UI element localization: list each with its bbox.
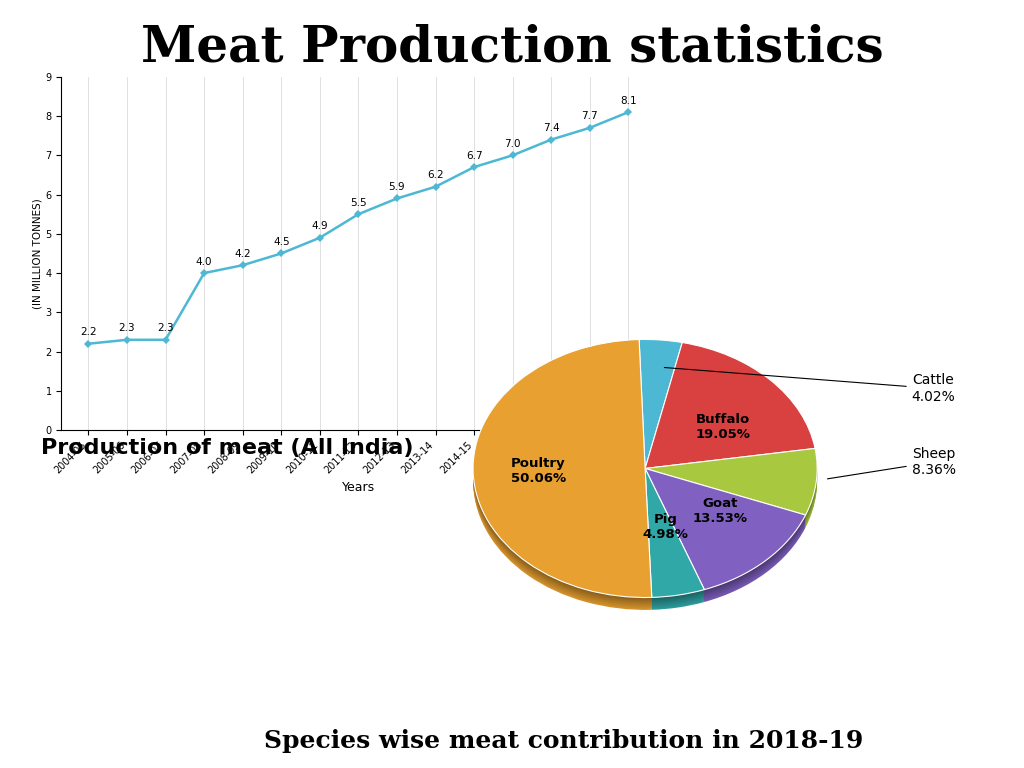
Text: 7.7: 7.7 bbox=[582, 111, 598, 121]
Wedge shape bbox=[645, 456, 817, 523]
Wedge shape bbox=[639, 346, 682, 475]
Wedge shape bbox=[473, 343, 651, 601]
Wedge shape bbox=[645, 352, 815, 478]
Wedge shape bbox=[645, 347, 815, 473]
Wedge shape bbox=[645, 475, 806, 596]
Wedge shape bbox=[473, 349, 651, 607]
Wedge shape bbox=[639, 341, 682, 470]
Text: Meat Production statistics: Meat Production statistics bbox=[140, 23, 884, 72]
Wedge shape bbox=[639, 347, 682, 476]
Wedge shape bbox=[473, 352, 651, 610]
Wedge shape bbox=[473, 347, 651, 605]
Wedge shape bbox=[645, 470, 806, 591]
Wedge shape bbox=[645, 479, 705, 608]
Wedge shape bbox=[473, 344, 651, 602]
Wedge shape bbox=[645, 455, 817, 521]
Wedge shape bbox=[645, 473, 705, 602]
Wedge shape bbox=[645, 478, 705, 607]
Wedge shape bbox=[473, 339, 651, 598]
Wedge shape bbox=[473, 341, 651, 599]
Text: 2.3: 2.3 bbox=[158, 323, 174, 333]
Text: 2.3: 2.3 bbox=[119, 323, 135, 333]
Wedge shape bbox=[645, 475, 705, 604]
Wedge shape bbox=[645, 350, 815, 476]
Wedge shape bbox=[645, 478, 806, 599]
Wedge shape bbox=[645, 472, 705, 601]
X-axis label: Years: Years bbox=[342, 481, 375, 494]
Text: 8.1: 8.1 bbox=[621, 96, 637, 106]
Wedge shape bbox=[645, 449, 817, 515]
Text: 2.2: 2.2 bbox=[80, 327, 96, 337]
Wedge shape bbox=[645, 476, 705, 605]
Text: 5.9: 5.9 bbox=[389, 182, 406, 192]
Wedge shape bbox=[645, 349, 815, 475]
Wedge shape bbox=[645, 470, 705, 599]
Text: 4.9: 4.9 bbox=[311, 221, 328, 231]
Text: Production of meat (All India): Production of meat (All India) bbox=[41, 438, 414, 458]
Wedge shape bbox=[645, 346, 815, 472]
Text: Buffalo
19.05%: Buffalo 19.05% bbox=[695, 413, 751, 442]
Wedge shape bbox=[645, 355, 815, 481]
Wedge shape bbox=[645, 458, 817, 525]
Wedge shape bbox=[645, 476, 806, 598]
Text: Cattle
4.02%: Cattle 4.02% bbox=[665, 368, 955, 404]
Wedge shape bbox=[639, 344, 682, 473]
Y-axis label: (IN MILLION TONNES): (IN MILLION TONNES) bbox=[33, 198, 43, 309]
Wedge shape bbox=[639, 349, 682, 478]
Wedge shape bbox=[473, 350, 651, 608]
Wedge shape bbox=[645, 479, 806, 601]
Wedge shape bbox=[645, 353, 815, 479]
Wedge shape bbox=[645, 459, 817, 526]
Wedge shape bbox=[645, 473, 806, 594]
Wedge shape bbox=[645, 481, 806, 602]
Wedge shape bbox=[645, 481, 705, 610]
Text: 4.0: 4.0 bbox=[196, 257, 212, 266]
Text: Sheep
8.36%: Sheep 8.36% bbox=[827, 447, 955, 478]
Wedge shape bbox=[645, 468, 806, 590]
Text: Pig
4.98%: Pig 4.98% bbox=[643, 513, 689, 541]
Text: 7.0: 7.0 bbox=[505, 139, 521, 149]
Text: 6.2: 6.2 bbox=[427, 170, 443, 180]
Text: 5.5: 5.5 bbox=[350, 198, 367, 208]
Wedge shape bbox=[645, 343, 815, 468]
Text: 7.4: 7.4 bbox=[543, 124, 559, 134]
Text: Species wise meat contribution in 2018-19: Species wise meat contribution in 2018-1… bbox=[263, 729, 863, 753]
Text: 4.5: 4.5 bbox=[273, 237, 290, 247]
Wedge shape bbox=[639, 343, 682, 472]
Wedge shape bbox=[645, 452, 817, 518]
Wedge shape bbox=[645, 468, 705, 598]
Text: 4.2: 4.2 bbox=[234, 249, 251, 259]
Wedge shape bbox=[645, 453, 817, 520]
Wedge shape bbox=[639, 339, 682, 468]
Text: 6.7: 6.7 bbox=[466, 151, 482, 161]
Wedge shape bbox=[645, 472, 806, 593]
Wedge shape bbox=[645, 344, 815, 470]
Wedge shape bbox=[473, 346, 651, 604]
Text: Goat
13.53%: Goat 13.53% bbox=[692, 497, 748, 525]
Text: Poultry
50.06%: Poultry 50.06% bbox=[511, 457, 566, 485]
Wedge shape bbox=[639, 352, 682, 481]
Wedge shape bbox=[645, 461, 817, 528]
Wedge shape bbox=[645, 450, 817, 517]
Wedge shape bbox=[639, 350, 682, 479]
